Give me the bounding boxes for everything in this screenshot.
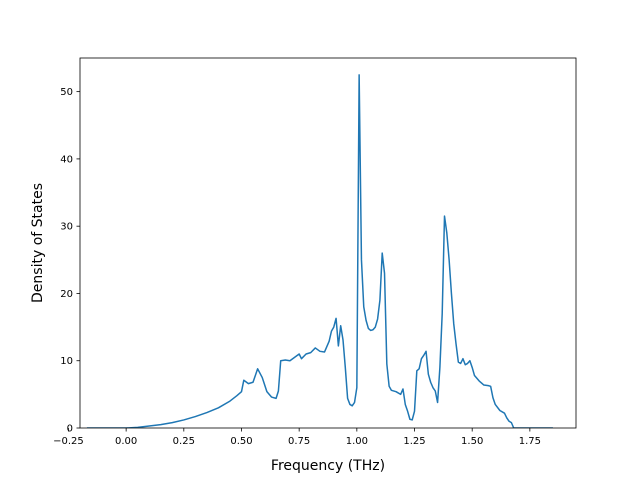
x-tick-label: 1.50 xyxy=(461,436,483,447)
y-axis-ticks: 0 10 20 30 40 50 xyxy=(60,87,80,435)
x-tick-label: 1.25 xyxy=(403,436,425,447)
y-axis-label: Density of States xyxy=(30,183,46,303)
x-axis-label: Frequency (THz) xyxy=(271,458,385,474)
x-axis-ticks: −0.25 0.00 0.25 0.50 0.75 1.00 1.25 1.50 1.75 xyxy=(53,428,541,447)
y-tick-label: 0 xyxy=(67,424,73,435)
y-tick-label: 20 xyxy=(60,289,73,300)
series-line-dos xyxy=(86,74,553,428)
y-tick-label: 30 xyxy=(60,222,73,233)
x-tick-label: 0.75 xyxy=(288,436,310,447)
x-tick-label: 1.00 xyxy=(346,436,368,447)
y-tick-label: 10 xyxy=(60,356,73,367)
x-tick-label: 0.00 xyxy=(115,436,137,447)
plot-area xyxy=(79,57,577,429)
axes-frame xyxy=(79,57,577,429)
y-tick-label: 40 xyxy=(60,154,73,165)
y-tick-label: 50 xyxy=(60,87,73,98)
x-tick-label: 0.25 xyxy=(173,436,195,447)
x-tick-label: 1.75 xyxy=(519,436,541,447)
x-tick-label: 0.50 xyxy=(230,436,252,447)
x-tick-label: −0.25 xyxy=(53,436,84,447)
